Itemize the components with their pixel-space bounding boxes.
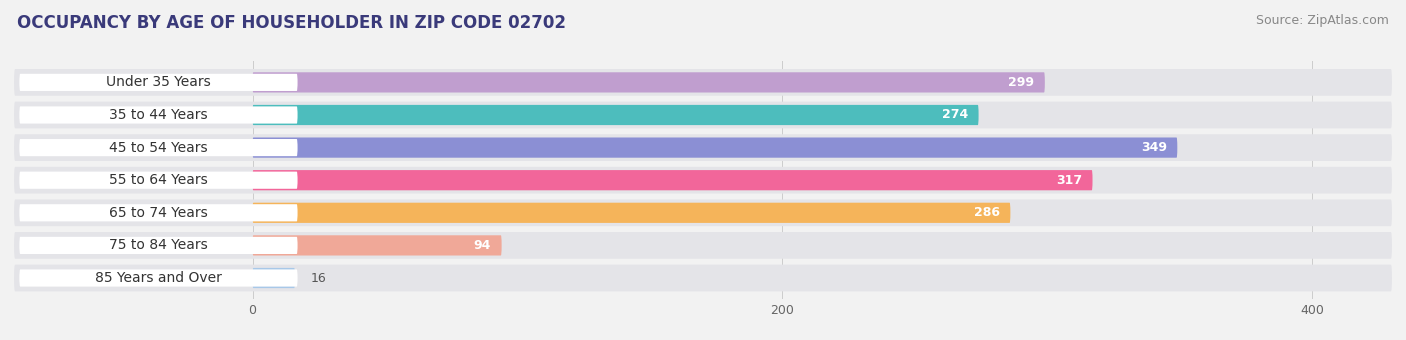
Text: 85 Years and Over: 85 Years and Over xyxy=(96,271,222,285)
Text: 299: 299 xyxy=(1008,76,1035,89)
FancyBboxPatch shape xyxy=(20,172,298,189)
Text: 65 to 74 Years: 65 to 74 Years xyxy=(110,206,208,220)
Text: 75 to 84 Years: 75 to 84 Years xyxy=(110,238,208,252)
FancyBboxPatch shape xyxy=(14,102,1392,129)
Text: 35 to 44 Years: 35 to 44 Years xyxy=(110,108,208,122)
Text: OCCUPANCY BY AGE OF HOUSEHOLDER IN ZIP CODE 02702: OCCUPANCY BY AGE OF HOUSEHOLDER IN ZIP C… xyxy=(17,14,565,32)
Text: Source: ZipAtlas.com: Source: ZipAtlas.com xyxy=(1256,14,1389,27)
FancyBboxPatch shape xyxy=(253,105,979,125)
Text: Under 35 Years: Under 35 Years xyxy=(105,75,211,89)
FancyBboxPatch shape xyxy=(20,139,298,156)
FancyBboxPatch shape xyxy=(253,268,295,288)
Text: 55 to 64 Years: 55 to 64 Years xyxy=(110,173,208,187)
Text: 349: 349 xyxy=(1140,141,1167,154)
FancyBboxPatch shape xyxy=(14,265,1392,291)
FancyBboxPatch shape xyxy=(14,200,1392,226)
Text: 16: 16 xyxy=(311,272,326,285)
FancyBboxPatch shape xyxy=(14,232,1392,259)
FancyBboxPatch shape xyxy=(14,167,1392,193)
FancyBboxPatch shape xyxy=(253,203,1011,223)
FancyBboxPatch shape xyxy=(253,170,1092,190)
FancyBboxPatch shape xyxy=(20,269,298,287)
Text: 94: 94 xyxy=(474,239,491,252)
FancyBboxPatch shape xyxy=(20,237,298,254)
FancyBboxPatch shape xyxy=(253,137,1177,158)
FancyBboxPatch shape xyxy=(20,74,298,91)
FancyBboxPatch shape xyxy=(253,235,502,256)
FancyBboxPatch shape xyxy=(14,134,1392,161)
FancyBboxPatch shape xyxy=(20,204,298,221)
Text: 45 to 54 Years: 45 to 54 Years xyxy=(110,141,208,155)
FancyBboxPatch shape xyxy=(253,72,1045,92)
FancyBboxPatch shape xyxy=(20,106,298,123)
Text: 286: 286 xyxy=(974,206,1000,219)
FancyBboxPatch shape xyxy=(14,69,1392,96)
Text: 274: 274 xyxy=(942,108,967,121)
Text: 317: 317 xyxy=(1056,174,1083,187)
